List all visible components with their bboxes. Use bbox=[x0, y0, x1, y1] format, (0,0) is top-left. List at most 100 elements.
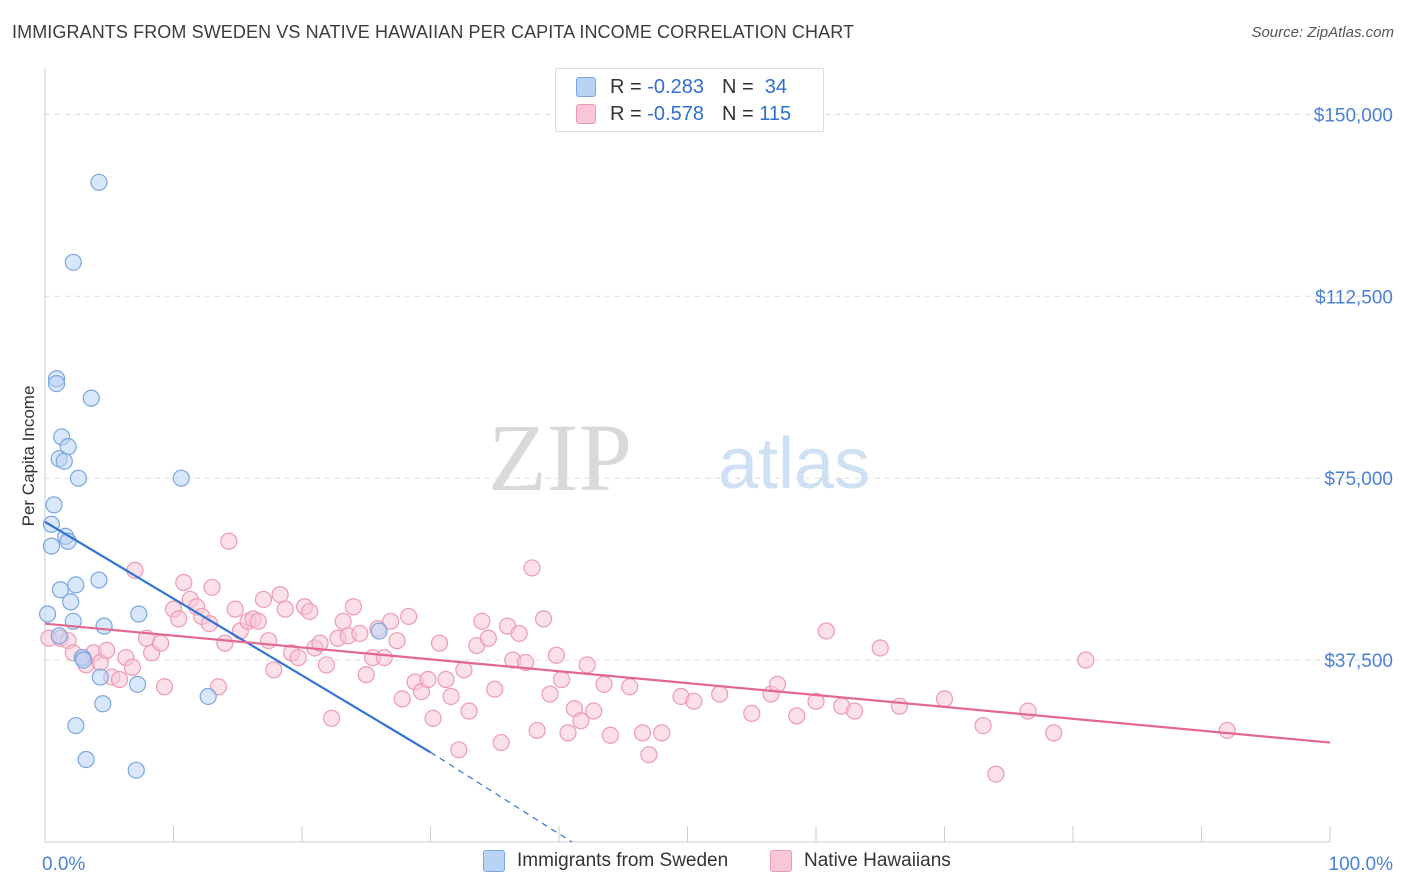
hawaiian-point bbox=[393, 690, 411, 708]
y-tick-label: $75,000 bbox=[1324, 469, 1393, 490]
hawaiian-point bbox=[1019, 702, 1037, 720]
legend-n-label: N = bbox=[721, 102, 754, 125]
sweden-point bbox=[91, 668, 109, 686]
x-tick-label: 100.0% bbox=[1329, 854, 1394, 875]
hawaiian-point bbox=[595, 675, 613, 693]
sweden-point bbox=[50, 627, 68, 645]
hawaiian-point bbox=[357, 666, 375, 684]
axes: $37,500 $75,000 $112,500 $150,000 0.0% 100.0% bbox=[42, 68, 1393, 875]
hawaiian-point bbox=[344, 598, 362, 616]
legend-swatch-hawaiian bbox=[576, 104, 596, 124]
watermark: ZIP atlas bbox=[488, 404, 870, 511]
sweden-point bbox=[74, 651, 93, 669]
hawaiian-point bbox=[400, 607, 418, 626]
hawaiian-point bbox=[175, 573, 193, 592]
hawaiian-point bbox=[534, 610, 553, 628]
hawaiian-point bbox=[254, 590, 273, 609]
legend-r-value: -0.283 bbox=[647, 75, 704, 98]
hawaiian-point bbox=[460, 702, 478, 720]
sweden-point bbox=[199, 687, 217, 706]
sweden-point bbox=[67, 716, 85, 735]
hawaiian-point bbox=[510, 624, 528, 643]
data-points bbox=[38, 173, 1236, 783]
sweden-point bbox=[62, 593, 80, 611]
hawaiian-point bbox=[633, 724, 652, 742]
hawaiian-trend-line bbox=[44, 622, 1331, 744]
legend-n-label: N = bbox=[721, 75, 754, 98]
y-tick-label: $112,500 bbox=[1315, 287, 1393, 308]
sweden-point bbox=[67, 576, 85, 594]
hawaiian-point bbox=[220, 532, 238, 550]
hawaiian-point bbox=[935, 690, 954, 708]
hawaiian-point bbox=[621, 678, 639, 696]
hawaiian-point bbox=[845, 702, 864, 720]
sweden-point bbox=[77, 750, 95, 769]
hawaiian-point bbox=[170, 610, 188, 628]
sweden-point bbox=[45, 496, 63, 514]
hawaiian-point bbox=[523, 559, 541, 577]
hawaiian-point bbox=[473, 612, 491, 630]
hawaiian-point bbox=[559, 724, 577, 742]
hawaiian-point bbox=[152, 634, 170, 652]
hawaiian-point bbox=[419, 670, 437, 689]
trend-lines bbox=[44, 520, 1331, 843]
legend-row-hawaiian: R = -0.578 N = 115 bbox=[576, 101, 791, 127]
legend-swatch-sweden bbox=[576, 77, 596, 97]
sweden-point bbox=[42, 537, 61, 555]
hawaiian-point bbox=[807, 692, 825, 710]
hawaiian-point bbox=[601, 726, 620, 744]
sweden-point bbox=[128, 675, 147, 693]
legend-r-label: R = bbox=[610, 75, 642, 98]
hawaiian-point bbox=[265, 661, 283, 679]
sweden-point bbox=[51, 581, 70, 599]
hawaiian-point bbox=[479, 629, 497, 647]
legend-swatch-sweden bbox=[483, 850, 505, 872]
hawaiian-point bbox=[289, 649, 307, 667]
hawaiian-point bbox=[110, 670, 129, 689]
hawaiian-point bbox=[317, 656, 336, 674]
hawaiian-point bbox=[271, 586, 289, 604]
hawaiian-point bbox=[640, 746, 658, 764]
hawaiian-point bbox=[685, 692, 703, 710]
hawaiian-point bbox=[375, 649, 393, 667]
hawaiian-point bbox=[743, 704, 761, 723]
hawaiian-point bbox=[653, 724, 671, 742]
hawaiian-point bbox=[541, 685, 559, 703]
sweden-point bbox=[130, 605, 148, 623]
sweden-trend-line bbox=[44, 520, 432, 754]
hawaiian-point bbox=[259, 632, 278, 650]
legend-item-hawaiian[interactable]: Native Hawaiians bbox=[770, 850, 951, 872]
sweden-point bbox=[90, 173, 108, 191]
hawaiian-point bbox=[311, 634, 329, 652]
watermark-zip: ZIP bbox=[488, 404, 632, 511]
legend-row-sweden: R = -0.283 N = 34 bbox=[576, 74, 787, 100]
legend-n-value: 34 bbox=[764, 75, 788, 98]
chart-title: IMMIGRANTS FROM SWEDEN VS NATIVE HAWAIIA… bbox=[12, 22, 855, 42]
hawaiian-point bbox=[226, 600, 244, 618]
hawaiian-point bbox=[528, 721, 546, 740]
hawaiian-point bbox=[871, 639, 889, 657]
hawaiian-point bbox=[516, 653, 535, 672]
legend-r-label: R = bbox=[610, 102, 642, 125]
sweden-point bbox=[90, 571, 108, 589]
hawaiian-point bbox=[987, 765, 1005, 783]
sweden-point bbox=[47, 375, 66, 393]
series-legend: Immigrants from Sweden Native Hawaiians bbox=[0, 850, 1406, 878]
y-axis-label: Per Capita Income bbox=[19, 386, 38, 527]
hawaiian-point bbox=[486, 680, 504, 698]
x-tick-label: 0.0% bbox=[42, 854, 85, 875]
hawaiian-point bbox=[585, 702, 603, 720]
source-label: Source: ZipAtlas.com bbox=[1251, 24, 1394, 41]
hawaiian-point bbox=[455, 661, 473, 679]
hawaiian-point bbox=[249, 612, 267, 630]
hawaiian-point bbox=[216, 634, 234, 652]
y-tick-label: $150,000 bbox=[1314, 105, 1393, 126]
hawaiian-point bbox=[572, 712, 590, 730]
hawaiian-point bbox=[322, 709, 341, 727]
legend-item-sweden[interactable]: Immigrants from Sweden bbox=[483, 850, 728, 872]
hawaiian-point bbox=[1077, 651, 1095, 669]
sweden-point bbox=[69, 469, 88, 487]
watermark-atlas: atlas bbox=[718, 424, 870, 504]
hawaiian-point bbox=[552, 670, 571, 689]
